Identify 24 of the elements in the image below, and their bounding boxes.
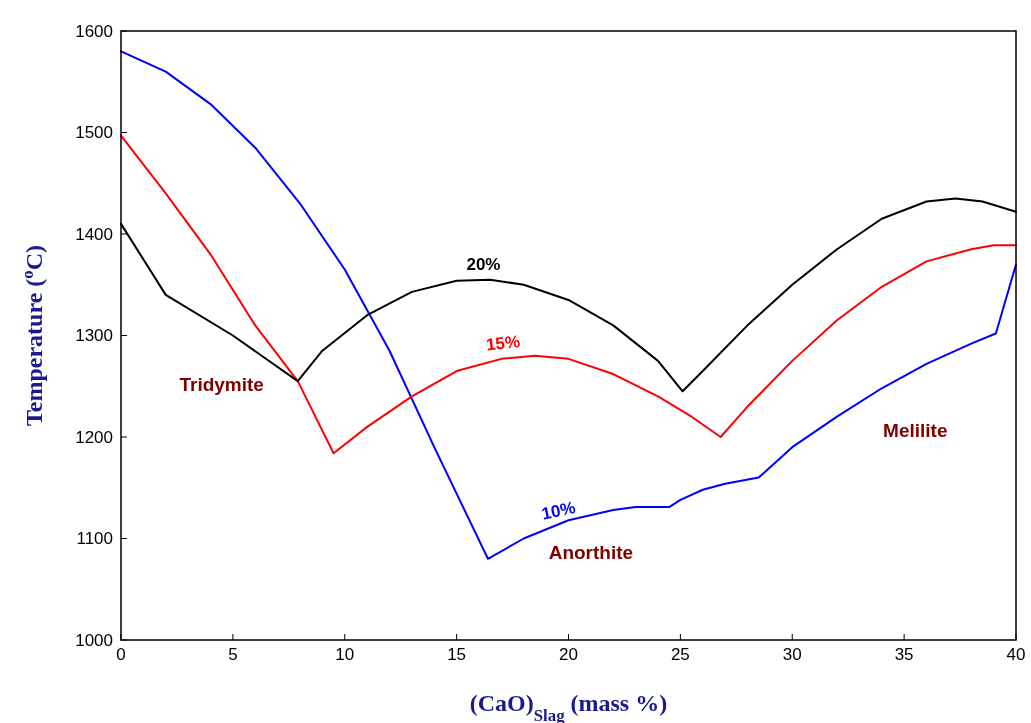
y-tick-label: 1600 <box>75 21 113 41</box>
y-tick-label: 1000 <box>75 630 113 650</box>
text: 10% <box>539 497 578 524</box>
line-series <box>120 134 1017 455</box>
x-tick-label: 35 <box>894 645 914 664</box>
x-tick-label: 25 <box>670 645 690 664</box>
x-tick-label: 15 <box>447 645 467 664</box>
annotation: Tridymite <box>179 374 264 396</box>
x-tick-label: 0 <box>116 645 126 664</box>
y-tick-label: 1500 <box>75 123 113 143</box>
text: 15% <box>485 332 521 355</box>
y-tick-label: 1300 <box>75 326 113 346</box>
x-tick-label: 10 <box>335 645 355 664</box>
y-tick-label: 1200 <box>75 427 113 447</box>
x-tick-label: 5 <box>228 645 238 664</box>
x-tick-label: 40 <box>1006 645 1026 664</box>
annotation: Melilite <box>883 420 948 441</box>
y-tick-label: 1400 <box>75 224 113 244</box>
x-tick-label: 20 <box>559 645 578 664</box>
annotation: Anorthite <box>548 541 634 563</box>
series-label: 20% <box>466 254 501 274</box>
line-series <box>120 50 1017 560</box>
y-tick-label: 1100 <box>76 529 113 549</box>
x-tick-label: 30 <box>782 645 802 664</box>
